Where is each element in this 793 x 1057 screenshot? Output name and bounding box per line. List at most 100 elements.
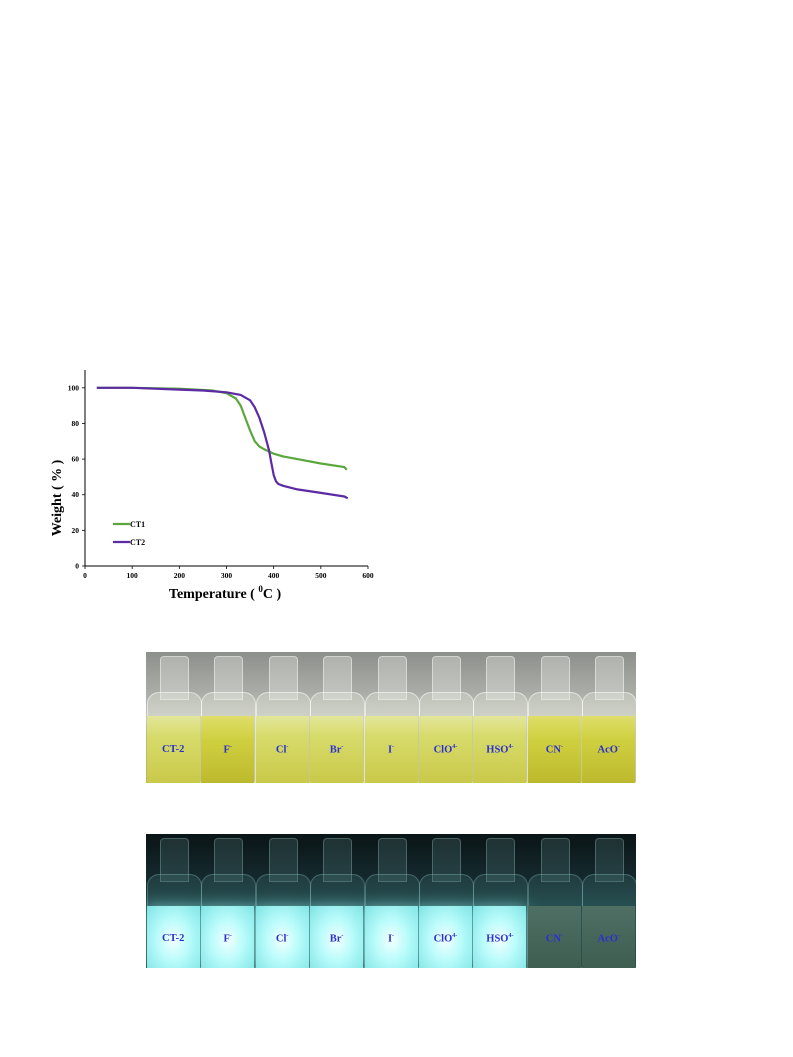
- vial-solution: [418, 906, 472, 968]
- vial-neck: [486, 838, 516, 882]
- plot-area: 0 100 200 300 400 500 600 0 20 40 60 80 100 CT1 CT2: [68, 370, 374, 580]
- vial: Cl-: [255, 652, 311, 783]
- vial-solution: [418, 716, 472, 783]
- y-tick-label: 20: [72, 526, 80, 535]
- vial-label: CN-: [527, 744, 582, 756]
- y-tick-label: 0: [75, 562, 79, 571]
- vial: Br-: [309, 652, 366, 783]
- vial-label: Cl-: [255, 744, 310, 756]
- vials-uv-photo: CT-2 F- Cl- Br- I- ClO4- HSO4- CN- AcO-: [146, 834, 636, 968]
- vial-label: Br-: [309, 744, 364, 756]
- vial-label-charge: -: [229, 933, 232, 939]
- vial: AcO-: [581, 834, 636, 968]
- vial-label-text: CN: [545, 744, 561, 756]
- vial-label-charge: -: [392, 744, 395, 750]
- vial-solution: [473, 906, 527, 968]
- vial-label-charge: -: [392, 933, 395, 939]
- vial-label-charge: -: [560, 933, 563, 939]
- vial-label-charge: -: [560, 744, 563, 750]
- legend-label-ct2: CT2: [130, 538, 145, 547]
- vial-neck: [323, 838, 353, 882]
- vial-label-text: I: [387, 744, 393, 756]
- vial: AcO-: [581, 652, 636, 783]
- vial: I-: [364, 834, 420, 968]
- vial-label-text: HSO: [486, 744, 509, 756]
- vial-label: ClO4-: [418, 744, 473, 756]
- vial-label-charge: -: [286, 744, 289, 750]
- vial-label: CN-: [527, 933, 582, 945]
- vial-label: F-: [200, 744, 255, 756]
- vial-label-text: ClO: [433, 744, 453, 756]
- vial-solution: [255, 906, 309, 968]
- x-tick-label: 400: [268, 571, 280, 580]
- vial-label-text: ClO: [433, 933, 453, 945]
- vial-solution: [473, 716, 527, 783]
- vial-label-charge: 4-: [508, 744, 514, 750]
- vial-label-charge: 4-: [452, 933, 458, 939]
- vial-solution: [310, 716, 364, 783]
- x-tick-label: 100: [127, 571, 138, 580]
- y-tick-label: 80: [72, 419, 80, 428]
- vial: Cl-: [255, 834, 311, 968]
- vial: Br-: [309, 834, 366, 968]
- x-tick-label: 500: [315, 571, 327, 580]
- vial-label-text: F: [223, 933, 230, 945]
- vial-neck: [159, 838, 189, 882]
- vial-label-charge: -: [286, 933, 289, 939]
- vial-label-charge: 4-: [508, 933, 514, 939]
- vial-label: I-: [364, 744, 419, 756]
- vial-neck: [540, 838, 570, 882]
- vial-neck: [431, 838, 461, 882]
- vial-label-text: Br: [329, 744, 342, 756]
- vial-label-charge: -: [617, 744, 620, 750]
- vial: CT-2: [146, 834, 202, 968]
- x-axis-title: Temperature ( 0C ): [169, 584, 282, 602]
- y-tick-label: 100: [68, 383, 80, 392]
- vial-label: F-: [200, 933, 255, 945]
- x-tick-label: 200: [174, 571, 186, 580]
- vial-label: I-: [364, 933, 419, 945]
- vial-label-text: AcO: [597, 744, 618, 756]
- vial-label-charge: 4-: [452, 744, 458, 750]
- y-axis-title: Weight ( % ): [50, 459, 65, 536]
- vial-neck: [268, 838, 298, 882]
- tga-chart: 0 100 200 300 400 500 600 0 20 40 60 80 100 CT1 CT2 We…: [50, 370, 374, 602]
- vial: CT-2: [146, 652, 202, 783]
- vial-label-text: CT-2: [162, 744, 185, 755]
- vial-label-text: Cl: [275, 744, 287, 756]
- vial: CN-: [527, 652, 583, 783]
- vial: ClO4-: [418, 834, 474, 968]
- vial-label-charge: -: [341, 744, 344, 750]
- vial-solution: [364, 906, 418, 968]
- vial: F-: [200, 834, 257, 968]
- vial-solution: [582, 906, 636, 968]
- vial-neck: [377, 838, 407, 882]
- vial-label-charge: -: [617, 933, 620, 939]
- vial-label-charge: -: [341, 933, 344, 939]
- vial-neck: [595, 838, 625, 882]
- y-tick-label: 40: [72, 490, 80, 499]
- vial-neck: [214, 838, 244, 882]
- x-tick-label: 600: [362, 571, 374, 580]
- vial: HSO4-: [472, 834, 529, 968]
- series-line-ct2: [96, 386, 349, 500]
- series-line-ct1: [96, 386, 348, 471]
- vials-daylight-photo: CT-2 F- Cl- Br- I- ClO4- HSO4- CN- AcO-: [146, 652, 636, 783]
- vial-label: HSO4-: [472, 744, 527, 756]
- vial: CN-: [527, 834, 583, 968]
- vial-label-text: CT-2: [162, 933, 185, 944]
- legend-label-ct1: CT1: [130, 520, 145, 529]
- vial-solution: [255, 716, 309, 783]
- vial-label-text: F: [223, 744, 230, 756]
- x-tick-label: 300: [221, 571, 233, 580]
- vial-label: ClO4-: [418, 933, 473, 945]
- y-tick-label: 60: [72, 455, 80, 464]
- vial-solution: [527, 906, 581, 968]
- vial: I-: [364, 652, 420, 783]
- vial-solution: [582, 716, 636, 783]
- vial-label: AcO-: [581, 744, 636, 756]
- vial-label: CT-2: [146, 933, 201, 944]
- vial-solution: [201, 716, 255, 783]
- vial: HSO4-: [472, 652, 529, 783]
- vial-label-charge: -: [229, 744, 232, 750]
